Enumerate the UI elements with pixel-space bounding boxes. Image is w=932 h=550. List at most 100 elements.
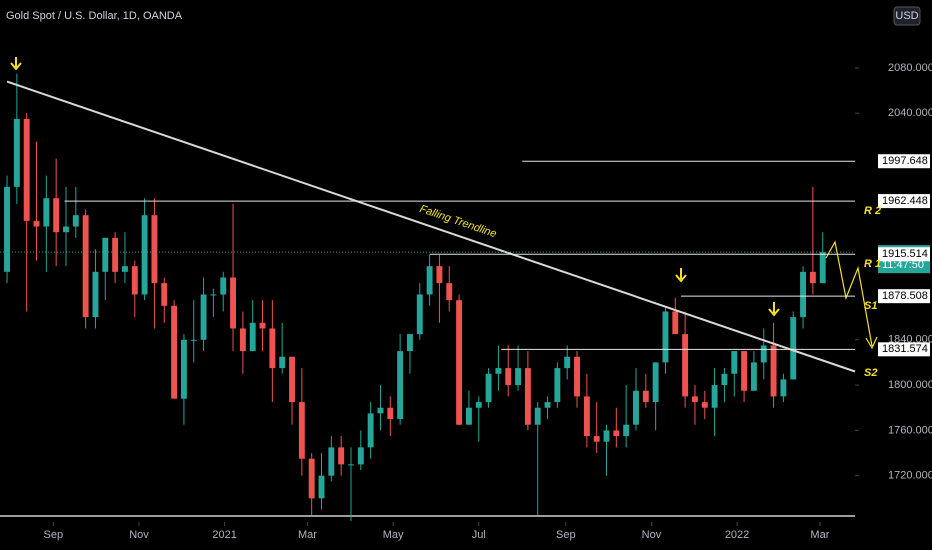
candle-body xyxy=(239,328,246,352)
candle-body xyxy=(642,390,649,403)
candle-body xyxy=(367,413,374,448)
candle-body xyxy=(249,322,256,352)
candle-body xyxy=(495,368,502,374)
candle-body xyxy=(524,368,531,425)
candle-body xyxy=(819,252,826,284)
price-label: 1997.648 xyxy=(882,155,928,167)
candle-body xyxy=(760,345,767,363)
candle-body xyxy=(505,368,512,386)
x-tick-label: Mar xyxy=(810,529,829,541)
candle-body xyxy=(141,215,148,295)
currency[interactable]: USD xyxy=(895,10,918,22)
candle-body xyxy=(623,424,630,437)
candle-body xyxy=(4,186,10,272)
price-box xyxy=(878,154,930,169)
price-label: 1962.448 xyxy=(882,195,928,207)
candle-body xyxy=(721,373,728,386)
candle-body xyxy=(43,198,50,227)
candle-body xyxy=(652,362,659,403)
candle-body xyxy=(456,300,463,425)
x-tick-label: May xyxy=(383,529,404,541)
price-label: 1831.574 xyxy=(882,343,928,355)
candle-body xyxy=(800,271,807,318)
candle-body xyxy=(770,345,777,397)
candle-body xyxy=(269,328,276,369)
candle-body xyxy=(82,215,89,318)
x-tick-label: Nov xyxy=(129,529,149,541)
candle-body xyxy=(102,237,109,272)
candle-body xyxy=(180,339,187,399)
candle-body xyxy=(446,283,453,301)
candle-body xyxy=(357,447,364,465)
x-tick-label: Jul xyxy=(472,529,486,541)
level-name: S2 xyxy=(864,367,877,379)
candle-body xyxy=(92,271,99,318)
candle-body xyxy=(407,334,413,352)
candle-body xyxy=(200,294,207,340)
candle-body xyxy=(72,215,79,227)
currency-box[interactable] xyxy=(893,6,921,26)
x-tick-label: 2022 xyxy=(725,529,749,541)
candle-body xyxy=(33,220,40,227)
x-tick-label: 2021 xyxy=(212,529,236,541)
candle-body xyxy=(318,475,325,499)
candle-body xyxy=(554,368,561,403)
candle-body xyxy=(672,311,679,335)
candle-body xyxy=(377,407,384,414)
x-tick-label: Sep xyxy=(556,529,576,541)
candle-body xyxy=(151,215,158,284)
candle-body xyxy=(112,237,119,272)
candle-body xyxy=(230,277,237,329)
price-box xyxy=(878,194,930,209)
candle-body xyxy=(171,305,178,399)
candle-body xyxy=(485,373,492,403)
candle-body xyxy=(289,356,295,403)
candle-body xyxy=(780,379,787,397)
candle-body xyxy=(465,407,472,425)
candle-body xyxy=(475,402,482,408)
candle-body xyxy=(397,351,404,420)
candle-body xyxy=(574,356,580,397)
candle-body xyxy=(711,385,718,408)
trendline xyxy=(6,80,856,373)
candle-body xyxy=(298,402,305,459)
candle-body xyxy=(593,436,600,442)
candle-body xyxy=(741,351,748,391)
candle-body xyxy=(220,277,227,295)
candle-body xyxy=(544,402,551,408)
candle-body xyxy=(790,317,797,380)
candle-body xyxy=(279,356,286,369)
level-name: S1 xyxy=(864,300,877,312)
candle-body xyxy=(190,339,197,341)
candle-body xyxy=(13,118,20,187)
candle-body xyxy=(416,294,423,335)
candle-body xyxy=(348,464,354,466)
candle-body xyxy=(308,458,315,499)
level-name: R 1 xyxy=(864,258,881,270)
candle-body xyxy=(436,266,443,284)
candle-body xyxy=(23,118,30,221)
price-box xyxy=(878,289,930,304)
candle-body xyxy=(131,266,138,295)
y-tick-label: 2080.000 xyxy=(888,62,932,74)
candle-body xyxy=(328,447,335,476)
candle-body xyxy=(338,447,345,465)
x-tick-label: Mar xyxy=(298,529,317,541)
arrows xyxy=(10,57,878,350)
candle-body xyxy=(387,407,394,420)
candle-body xyxy=(161,283,168,306)
price-box xyxy=(878,247,930,262)
candle-body xyxy=(692,396,698,403)
candle-body xyxy=(809,271,816,284)
candle-body xyxy=(603,430,610,442)
candle-body xyxy=(515,368,522,386)
candle-body xyxy=(750,362,757,391)
candle-body xyxy=(210,294,217,296)
candle-body xyxy=(564,356,571,369)
candle-body xyxy=(53,198,60,233)
y-tick-label: 1760.000 xyxy=(888,424,932,436)
candle-body xyxy=(122,266,128,272)
candle-body xyxy=(613,430,620,437)
x-tick-label: Nov xyxy=(642,529,662,541)
